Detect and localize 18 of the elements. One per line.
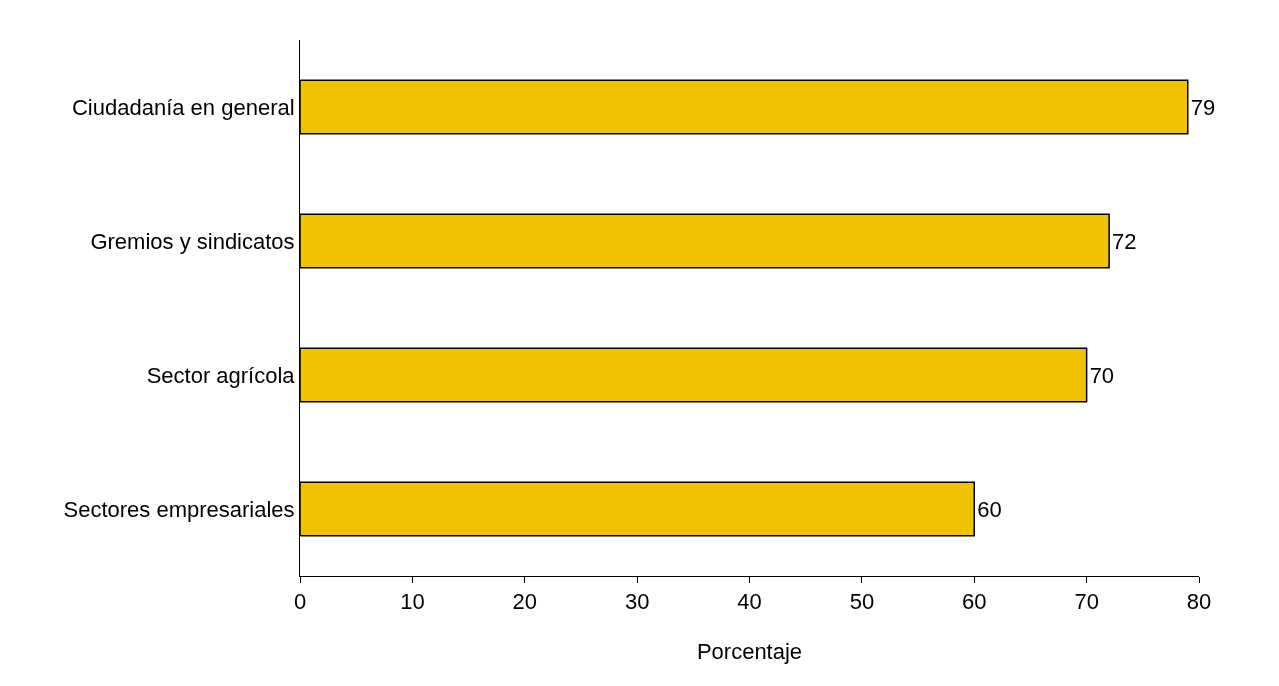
y-tick-label: Sectores empresariales — [63, 496, 295, 522]
x-tick-label: 30 — [624, 589, 650, 615]
y-tick-label: Sector agrícola — [146, 362, 296, 388]
x-tick-label: 40 — [737, 589, 762, 615]
x-tick-label: 80 — [1186, 589, 1212, 615]
y-tick-label: Gremios y sindicatos — [90, 228, 295, 254]
x-tick-label: 0 — [293, 589, 307, 615]
data-label: 70 — [1089, 362, 1115, 388]
y-tick-label: Ciudadanía en general — [71, 94, 295, 120]
x-tick-label: 20 — [512, 589, 537, 615]
x-tick-label: 60 — [962, 589, 987, 615]
data-label: 72 — [1112, 228, 1137, 254]
data-label: 60 — [977, 496, 1002, 522]
x-tick-label: 50 — [849, 589, 875, 615]
x-axis-title: Porcentaje — [696, 639, 803, 665]
x-tick-label: 70 — [1074, 589, 1099, 615]
data-label: 79 — [1190, 94, 1216, 120]
x-tick-label: 10 — [400, 589, 425, 615]
